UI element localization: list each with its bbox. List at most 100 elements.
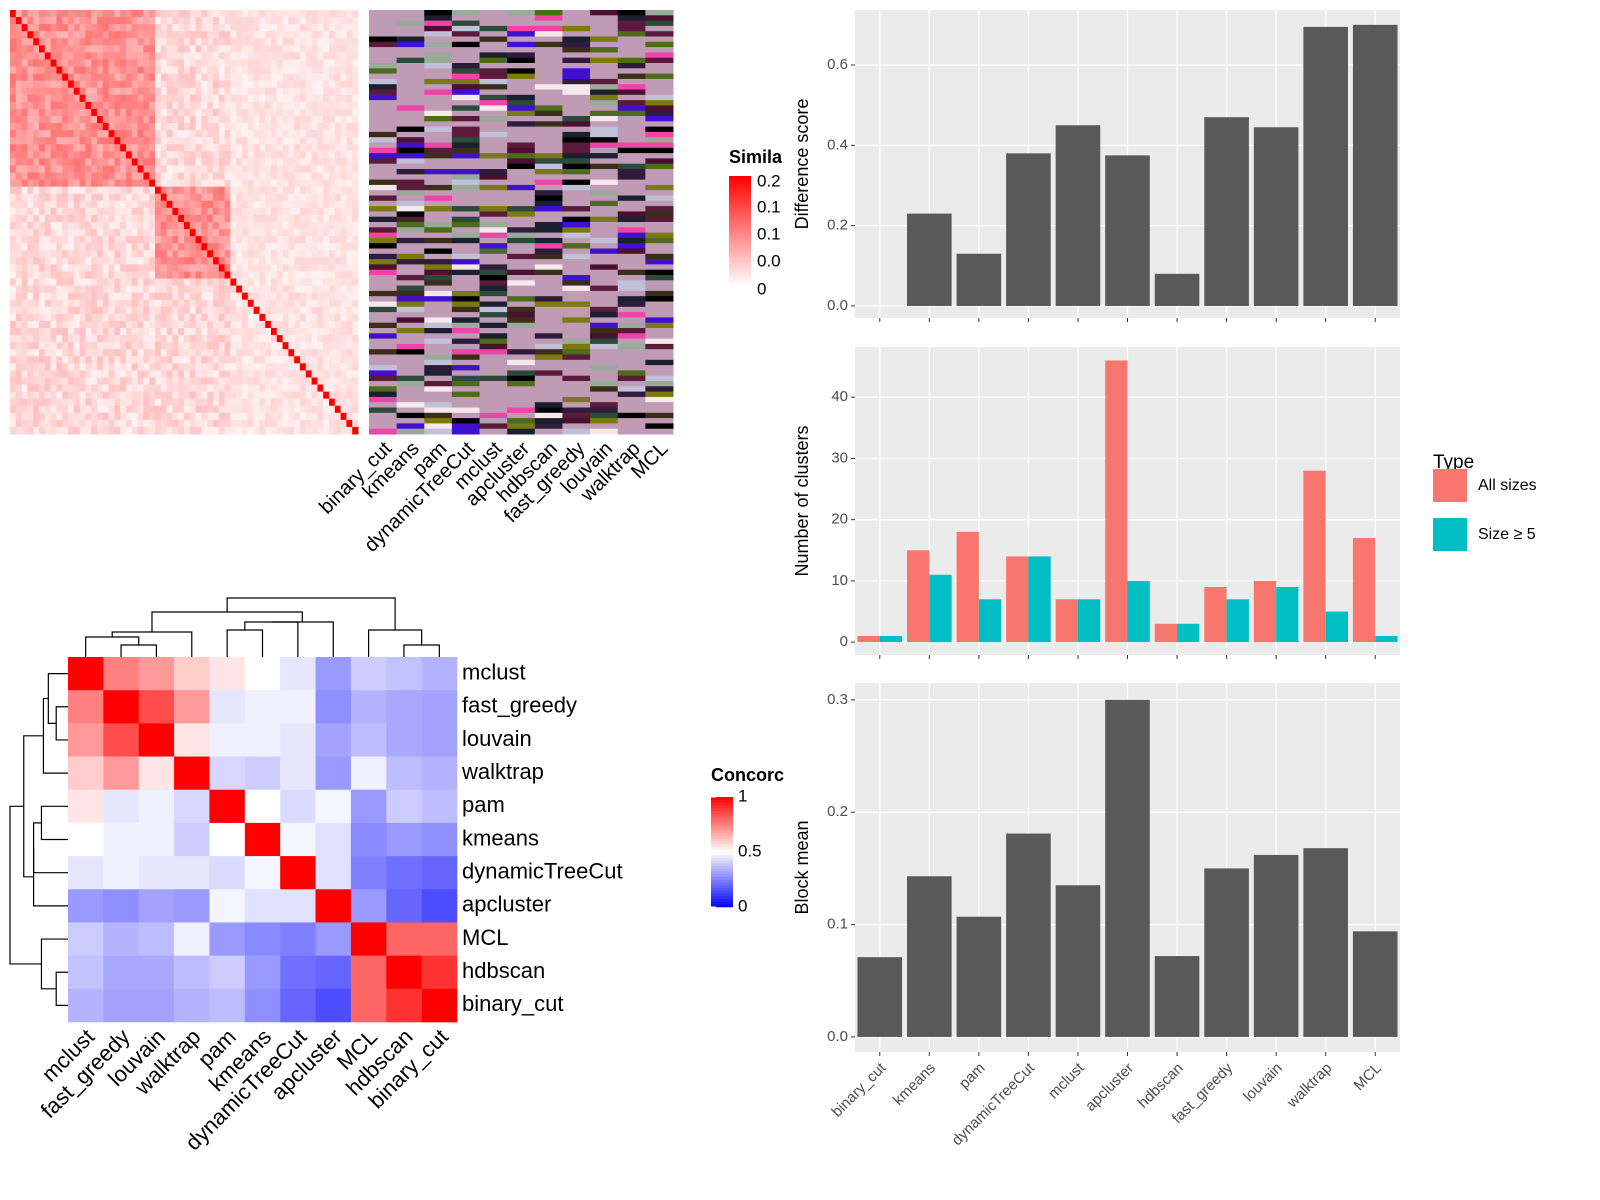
heatmap-cell [236, 200, 243, 209]
heatmap-cell [253, 207, 260, 216]
x-tick-label: dynamicTreeCut [949, 1059, 1039, 1149]
membership-cell [396, 126, 425, 133]
heatmap-cell [311, 186, 318, 195]
heatmap-cell [253, 94, 260, 103]
heatmap-cell [108, 207, 115, 216]
heatmap-cell [27, 123, 34, 131]
heatmap-cell [346, 426, 353, 435]
heatmap-cell [68, 10, 75, 18]
heatmap-cell [103, 889, 140, 923]
heatmap-cell [300, 243, 307, 251]
membership-cell [534, 105, 563, 112]
heatmap-cell [102, 377, 110, 386]
heatmap-cell [323, 10, 330, 18]
heatmap-cell [79, 398, 86, 407]
heatmap-cell [294, 405, 301, 414]
heatmap-cell [352, 306, 359, 315]
heatmap-cell [189, 384, 197, 393]
heatmap-cell [253, 87, 260, 96]
heatmap-cell [68, 59, 75, 68]
heatmap-cell [294, 17, 301, 25]
heatmap-cell [201, 419, 208, 428]
y-tick-label: 0.0 [827, 1028, 848, 1045]
heatmap-cell [352, 229, 359, 237]
heatmap-cell [218, 356, 226, 364]
heatmap-cell [172, 426, 179, 435]
heatmap-cell [282, 38, 289, 46]
heatmap-cell [282, 186, 289, 195]
heatmap-cell [62, 278, 69, 287]
x-tick-label: louvain [1240, 1060, 1286, 1106]
heatmap-cell [195, 426, 202, 435]
heatmap-cell [271, 200, 278, 209]
heatmap-cell [247, 306, 255, 315]
dendrogram-left [55, 971, 68, 1007]
heatmap-cell [242, 80, 249, 89]
heatmap-cell [143, 356, 150, 364]
membership-cell [617, 280, 646, 287]
heatmap-cell [56, 356, 63, 364]
heatmap-cell [271, 193, 278, 202]
heatmap-cell [126, 207, 133, 216]
heatmap-cell [85, 52, 92, 60]
membership-cell [534, 428, 563, 435]
heatmap-cell [282, 207, 289, 216]
heatmap-cell [189, 222, 197, 230]
heatmap-cell [27, 356, 34, 364]
heatmap-cell [10, 186, 17, 195]
heatmap-cell [305, 243, 313, 251]
heatmap-cell [131, 363, 139, 371]
membership-cell [479, 338, 508, 345]
heatmap-cell [421, 856, 458, 890]
heatmap-cell [97, 222, 104, 230]
membership-cell [369, 158, 398, 165]
heatmap-cell [294, 151, 301, 159]
membership-cell [451, 89, 481, 96]
heatmap-cell [213, 158, 220, 166]
heatmap-cell [102, 271, 110, 280]
membership-cell [369, 333, 398, 340]
heatmap-cell [174, 889, 210, 923]
membership-cell [451, 137, 481, 143]
heatmap-cell [149, 243, 156, 251]
membership-cell [451, 116, 481, 122]
heatmap-cell [218, 193, 226, 202]
heatmap-cell [294, 207, 301, 216]
membership-cell [507, 391, 536, 398]
heatmap-cell [247, 186, 255, 195]
heatmap-cell [259, 45, 266, 53]
heatmap-cell [91, 186, 98, 195]
heatmap-cell [288, 200, 295, 209]
heatmap-cell [172, 172, 179, 181]
membership-cell [617, 407, 646, 414]
heatmap-cell [352, 179, 359, 188]
membership-cell [424, 396, 453, 403]
membership-cell [451, 206, 481, 212]
heatmap-cell [62, 370, 69, 378]
heatmap-cell [282, 363, 289, 371]
heatmap-cell [236, 292, 243, 301]
heatmap-cell [79, 292, 86, 301]
heatmap-cell [166, 236, 173, 244]
heatmap-cell [253, 229, 260, 237]
heatmap-cell [108, 137, 115, 145]
heatmap-cell [311, 349, 318, 357]
membership-cell [507, 343, 536, 350]
heatmap-cell [224, 144, 231, 152]
heatmap-cell [114, 356, 121, 364]
membership-cell [479, 126, 508, 133]
heatmap-cell [149, 384, 156, 393]
membership-cell [424, 227, 453, 234]
heatmap-cell [56, 207, 63, 216]
heatmap-cell [323, 66, 330, 75]
heatmap-cell [120, 222, 127, 230]
heatmap-cell [300, 45, 307, 53]
heatmap-cell [137, 179, 144, 188]
heatmap-cell [253, 412, 260, 421]
heatmap-cell [39, 165, 46, 174]
heatmap-cell [300, 137, 307, 145]
heatmap-cell [33, 328, 40, 336]
membership-cell [451, 105, 481, 112]
heatmap-cell [102, 299, 110, 308]
heatmap-cell [300, 377, 307, 386]
